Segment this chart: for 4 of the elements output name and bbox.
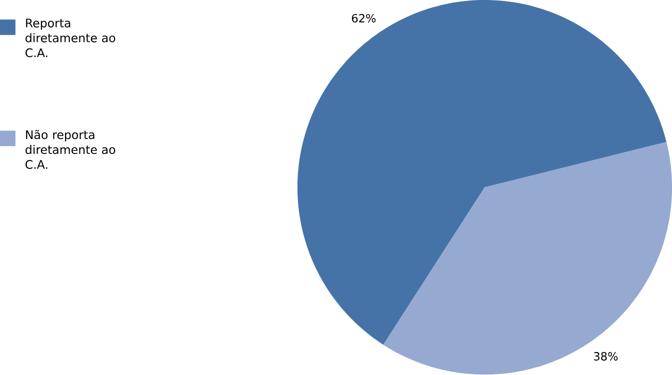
data-label: 62% bbox=[352, 14, 376, 23]
data-label: 38% bbox=[594, 352, 618, 361]
legend-label: Não reporta diretamente ao C.A. bbox=[26, 130, 116, 170]
legend-label: Reporta diretamente ao C.A. bbox=[26, 18, 116, 58]
